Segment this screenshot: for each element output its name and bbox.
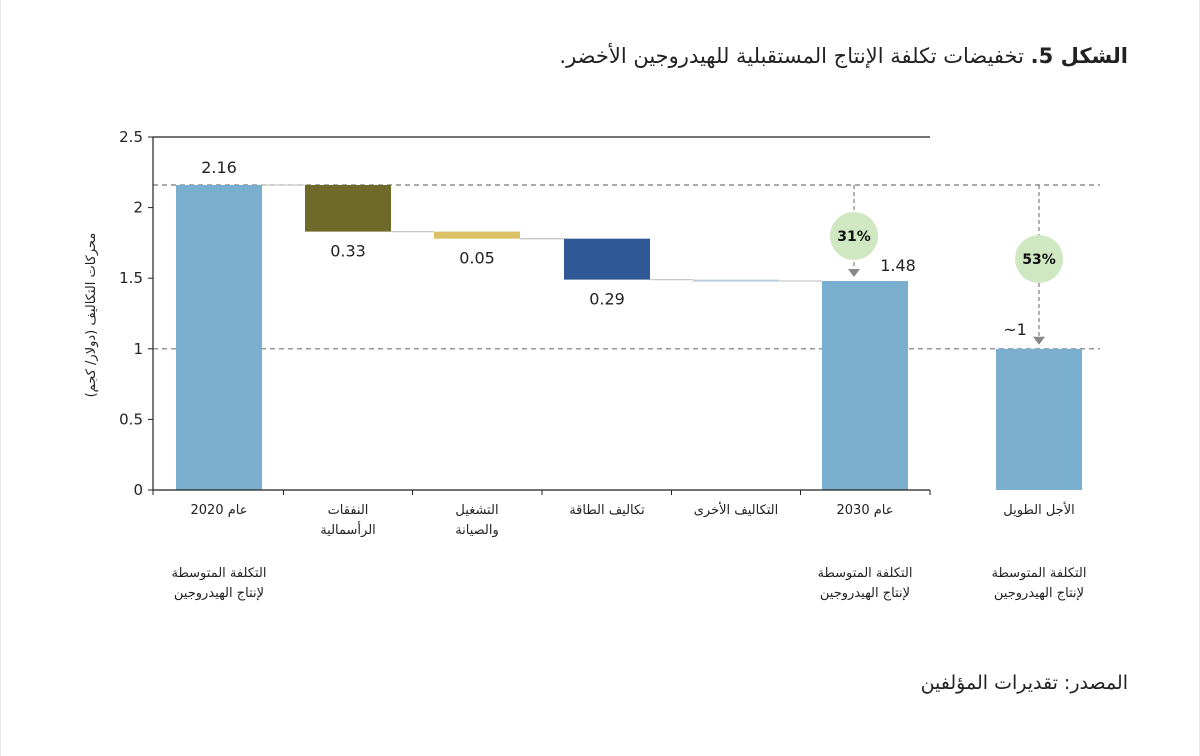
figure-label: الشكل 5. (1030, 44, 1128, 68)
bar-0 (176, 185, 262, 490)
data-label-6: ~1 (1003, 320, 1027, 339)
reduction-badge-1 (1015, 235, 1063, 283)
bar-1 (305, 185, 391, 232)
category-sublabel-0-0: التكلفة المتوسطة (172, 566, 267, 581)
figure-title-text: تخفيضات تكلفة الإنتاج المستقبلية للهيدرو… (559, 44, 1024, 68)
category-sublabel-5-1: لإنتاج الهيدروجين (820, 586, 910, 601)
y-tick-label-1: 0.5 (119, 410, 143, 428)
bar-3 (564, 238, 650, 280)
y-tick-label-2: 1 (133, 340, 143, 358)
source-note: المصدر: تقديرات المؤلفين (920, 672, 1128, 694)
bar-6 (996, 348, 1082, 490)
y-axis-label: محركات التكاليف (دولار/ كجم) (84, 233, 99, 398)
data-label-3: 0.29 (589, 290, 625, 309)
category-label-0-0: عام 2020 (191, 503, 248, 518)
y-tick-label-4: 2 (133, 199, 143, 217)
reduction-annotations: 31% 53% (830, 185, 1063, 345)
data-label-1: 0.33 (330, 242, 366, 261)
reduction-badge-0 (830, 212, 878, 260)
figure-title: الشكل 5. تخفيضات تكلفة الإنتاج المستقبلي… (559, 44, 1128, 68)
category-label-2-0: التشغيل (455, 503, 498, 518)
category-sublabel-6-1: لإنتاج الهيدروجين (994, 586, 1084, 601)
category-label-4-0: التكاليف الأخرى (694, 501, 779, 518)
bars (176, 185, 1082, 490)
reduction-badge-label-0: 31% (837, 229, 871, 245)
data-label-2: 0.05 (459, 249, 495, 268)
reduction-arrowhead-0 (848, 269, 860, 278)
category-label-1-0: النفقات (328, 503, 369, 518)
data-labels: 2.16 0.33 0.05 0.29 1.48 ~1 (201, 158, 1027, 339)
category-label-1-1: الرأسمالية (320, 521, 376, 538)
bar-2 (434, 231, 520, 239)
category-sublabel-5-0: التكلفة المتوسطة (818, 566, 913, 581)
axes: 0 0.5 1 1.5 2 2.5 (119, 128, 931, 499)
reduction-arrowhead-1 (1033, 336, 1045, 345)
connector-lines (262, 184, 822, 282)
category-label-6-0: الأجل الطويل (1003, 501, 1074, 518)
y-tick-label-3: 1.5 (119, 269, 143, 287)
bar-5 (822, 281, 908, 490)
frame-border-left (0, 0, 1, 756)
data-label-5: 1.48 (880, 256, 916, 275)
y-tick-label-5: 2.5 (119, 128, 143, 146)
reduction-badge-label-1: 53% (1022, 252, 1056, 268)
y-tick-label-0: 0 (133, 481, 143, 499)
category-sublabel-0-1: لإنتاج الهيدروجين (174, 586, 264, 601)
category-label-3-0: تكاليف الطاقة (569, 503, 645, 518)
category-label-5-0: عام 2030 (837, 503, 894, 518)
category-sublabel-6-0: التكلفة المتوسطة (992, 566, 1087, 581)
bar-4 (693, 279, 779, 282)
category-label-2-1: والصيانة (455, 523, 499, 538)
data-label-0: 2.16 (201, 158, 237, 177)
category-labels: عام 2020 التكلفة المتوسطة لإنتاج الهيدروجي… (172, 501, 1087, 601)
